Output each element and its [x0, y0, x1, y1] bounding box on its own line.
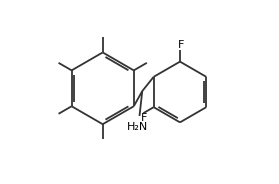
- Text: F: F: [178, 40, 184, 50]
- Text: H₂N: H₂N: [127, 122, 148, 132]
- Text: F: F: [141, 113, 147, 123]
